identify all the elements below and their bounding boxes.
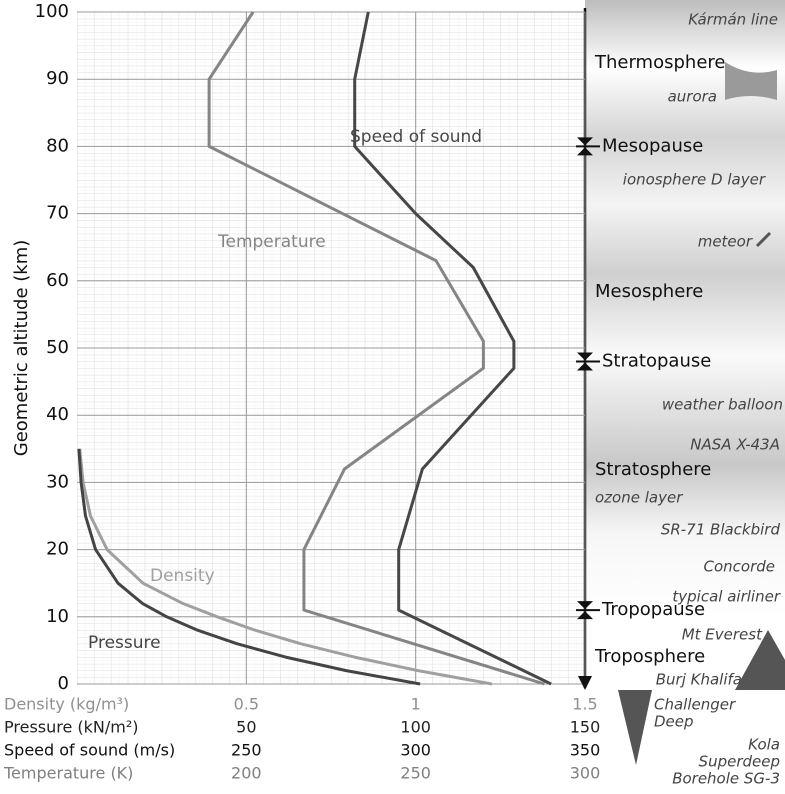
- axis-arrow: [578, 676, 592, 690]
- x-tick-label: 200: [231, 764, 262, 783]
- x-tick-label: 250: [400, 764, 431, 783]
- y-axis-label: Geometric altitude (km): [11, 240, 32, 457]
- y-tick-label: 50: [46, 337, 69, 358]
- meteor-icon: [755, 231, 772, 248]
- y-tick-label: 20: [46, 539, 69, 560]
- layer-label: Stratosphere: [595, 459, 711, 480]
- annotation: Kármán line: [688, 11, 778, 29]
- x-tick-label: 100: [400, 718, 431, 737]
- y-tick-label: 90: [46, 68, 69, 89]
- series-line: [78, 448, 493, 686]
- annotation: Burj Khalifa: [656, 671, 742, 689]
- y-tick-label: 100: [35, 1, 69, 22]
- x-tick-label: 1: [411, 695, 421, 714]
- annotation: Challenger: [654, 696, 736, 714]
- y-tick-label: 30: [46, 471, 69, 492]
- x-tick-label: 50: [236, 718, 256, 737]
- series-label: Temperature: [217, 232, 326, 252]
- annotation: Concorde: [704, 558, 776, 576]
- x-tick-label: 0.5: [234, 695, 259, 714]
- x-axis-label: Density (kg/m³): [4, 695, 129, 714]
- annotation: Kola: [748, 736, 780, 754]
- layer-label: Thermosphere: [594, 52, 725, 73]
- annotation: Superdeep: [699, 753, 780, 771]
- trench-icon: [618, 690, 652, 765]
- annotation: ozone layer: [595, 489, 683, 507]
- y-tick-label: 0: [58, 673, 69, 694]
- layer-label: Troposphere: [594, 646, 705, 667]
- y-tick-label: 10: [46, 606, 69, 627]
- series-label: Density: [150, 566, 215, 586]
- x-axis-label: Temperature (K): [3, 764, 133, 783]
- series-label: Pressure: [88, 633, 161, 653]
- x-axis-label: Speed of sound (m/s): [4, 741, 175, 760]
- annotation: ionosphere D layer: [623, 171, 766, 189]
- series-line: [77, 448, 421, 686]
- y-tick-label: 40: [46, 404, 69, 425]
- x-tick-label: 300: [570, 764, 601, 783]
- mountain-icon: [735, 630, 785, 690]
- annotation: SR-71 Blackbird: [661, 521, 781, 539]
- y-tick-label: 80: [46, 135, 69, 156]
- boundary-arrows: [577, 601, 593, 620]
- layer-label: Mesosphere: [595, 281, 703, 302]
- annotation: Borehole SG-3: [672, 770, 780, 788]
- boundary-label: Mesopause: [602, 135, 703, 156]
- annotation: Deep: [654, 713, 694, 731]
- x-tick-label: 150: [570, 718, 601, 737]
- x-axis-label: Pressure (kN/m²): [4, 718, 139, 737]
- boundary-label: Tropopause: [601, 599, 705, 620]
- x-tick-label: 250: [231, 741, 262, 760]
- atmosphere-panel: [585, 0, 785, 684]
- annotation: Mt Everest: [682, 626, 763, 644]
- x-tick-label: 300: [400, 741, 431, 760]
- x-tick-label: 350: [570, 741, 601, 760]
- series-line: [353, 11, 552, 686]
- annotation: NASA X-43A: [690, 436, 780, 454]
- y-tick-label: 70: [46, 203, 69, 224]
- x-tick-label: 1.5: [572, 695, 597, 714]
- y-tick-label: 60: [46, 270, 69, 291]
- aurora-icon: [725, 62, 777, 100]
- annotation: aurora: [668, 88, 717, 106]
- series-line: [207, 11, 545, 686]
- boundary-arrows: [577, 137, 593, 156]
- boundary-label: Stratopause: [602, 350, 711, 371]
- annotation: weather balloon: [662, 396, 783, 414]
- boundary-arrows: [577, 352, 593, 371]
- series-label: Speed of sound: [350, 127, 482, 147]
- annotation: typical airliner: [672, 588, 780, 606]
- annotation: meteor: [698, 233, 753, 251]
